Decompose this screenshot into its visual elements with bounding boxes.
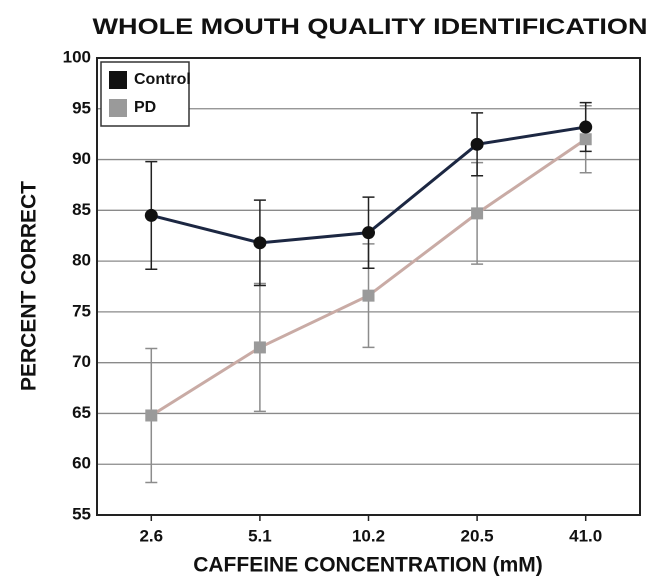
data-point: [470, 137, 484, 151]
y-tick-label: 65: [72, 403, 91, 422]
x-axis-label: CAFFEINE CONCENTRATION (mM): [193, 554, 543, 577]
data-point: [471, 207, 484, 220]
legend-label: Control: [134, 71, 191, 88]
chart-title: WHOLE MOUTH QUALITY IDENTIFICATION: [93, 14, 648, 39]
y-tick-label: 75: [72, 301, 91, 320]
data-point: [579, 133, 592, 146]
data-point: [579, 120, 593, 134]
y-tick-label: 100: [63, 47, 91, 66]
y-tick-label: 80: [72, 251, 91, 270]
data-point: [362, 226, 375, 240]
y-tick-label: 95: [72, 98, 91, 117]
x-tick-label: 10.2: [352, 526, 385, 545]
y-tick-label: 55: [72, 504, 91, 523]
y-tick-label: 60: [72, 454, 91, 473]
data-point: [253, 236, 267, 250]
legend-swatch: [109, 99, 127, 117]
legend-label: PD: [134, 99, 156, 116]
x-tick-label: 2.6: [139, 526, 163, 545]
x-tick-label: 20.5: [461, 526, 494, 545]
data-point: [145, 409, 158, 422]
legend-swatch: [109, 71, 127, 89]
y-tick-label: 70: [72, 352, 91, 371]
data-point: [253, 341, 266, 354]
data-point: [362, 289, 375, 302]
x-tick-label: 41.0: [569, 526, 602, 545]
x-tick-label: 5.1: [248, 526, 272, 545]
y-tick-label: 90: [72, 149, 91, 168]
data-point: [144, 208, 158, 222]
y-axis-label: PERCENT CORRECT: [18, 181, 41, 391]
y-tick-label: 85: [72, 200, 91, 219]
